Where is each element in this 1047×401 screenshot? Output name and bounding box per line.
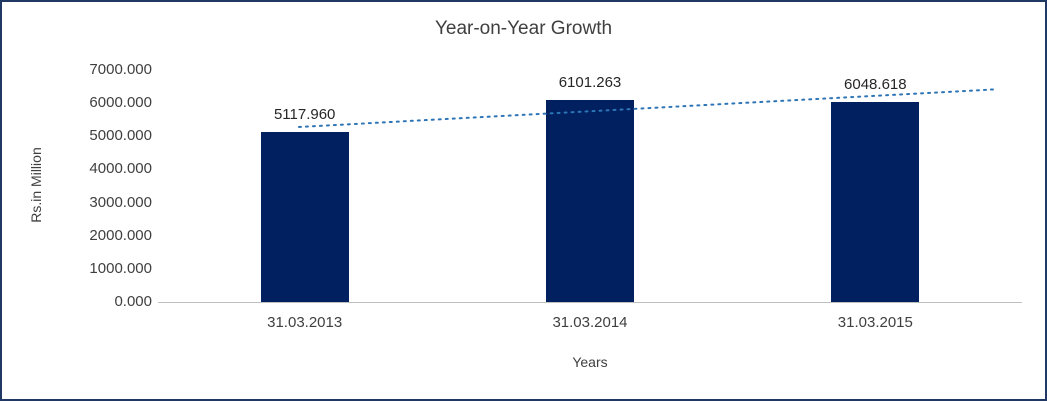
y-tick-label: 5000.000 bbox=[89, 127, 152, 145]
y-tick-label: 4000.000 bbox=[89, 160, 152, 178]
x-axis-line bbox=[158, 302, 1022, 303]
y-tick-label: 6000.000 bbox=[89, 94, 152, 112]
y-tick-label: 0.000 bbox=[114, 293, 152, 310]
x-axis-title: Years bbox=[572, 354, 608, 370]
x-tick-label: 31.03.2015 bbox=[837, 314, 913, 331]
bar bbox=[546, 99, 634, 302]
bar-value-label: 6101.263 bbox=[558, 73, 622, 91]
chart-title: Year-on-Year Growth bbox=[434, 18, 613, 39]
y-tick-label: 1000.000 bbox=[89, 259, 152, 277]
bar bbox=[831, 101, 920, 302]
y-tick-label: 2000.000 bbox=[89, 226, 152, 244]
y-tick-label: 3000.000 bbox=[89, 193, 152, 211]
y-tick-label: 7000.000 bbox=[89, 61, 152, 78]
bar-value-label: 5117.960 bbox=[273, 106, 336, 124]
bar-value-label: 6048.618 bbox=[844, 75, 907, 93]
x-tick-label: 31.03.2014 bbox=[552, 314, 628, 331]
x-tick-label: 31.03.2013 bbox=[267, 314, 343, 331]
bar bbox=[260, 132, 349, 302]
